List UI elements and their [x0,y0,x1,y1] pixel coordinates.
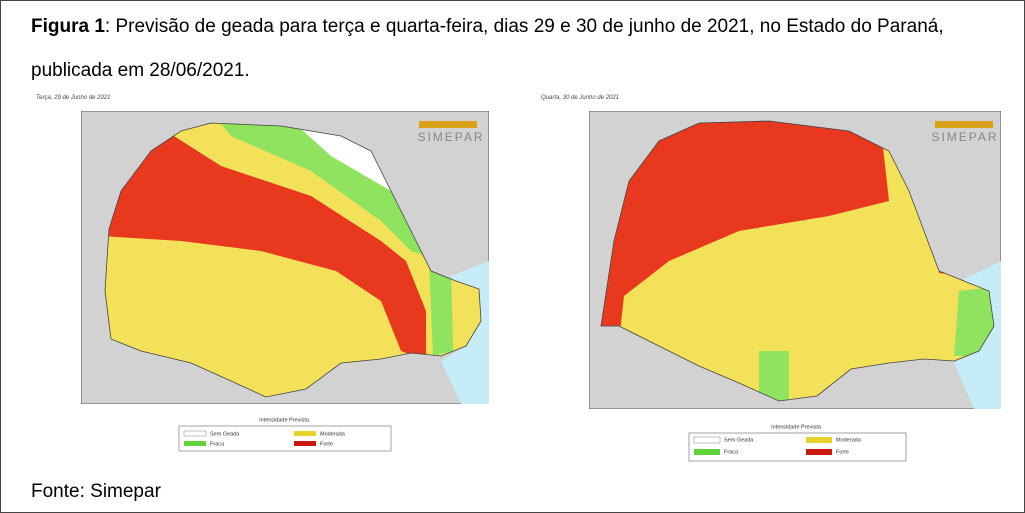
map-shape [183,430,207,437]
caption: Figura 1: Previsão de geada para terça e… [31,5,1011,93]
legend-label: Fraca [210,441,225,447]
map-region [759,351,789,401]
map-shape [294,441,316,446]
map-title: Quarta, 30 de Junho de 2021 [541,95,620,101]
map-shape [935,121,993,128]
legend-label: Moderada [836,437,862,443]
caption-label: Figura 1 [31,16,105,37]
legend-label: Forte [836,449,849,455]
map-shape [294,431,316,436]
caption-text: : Previsão de geada para terça e quarta-… [31,16,944,81]
legend: Intensidade Prevista Sem Geada Fraca Mod… [688,424,907,462]
map-shape [184,441,206,446]
legend-label: Moderada [320,431,346,437]
map: SIMEPAR [589,111,1001,409]
map-shape [178,425,392,452]
map-shape [694,449,720,455]
map-region [104,122,482,398]
map-shape [688,432,907,462]
legend-label: Forte [320,441,333,447]
map-shape [806,449,832,455]
legend-label: Sem Geada [724,437,754,443]
source: Fonte: Simepar [31,481,161,502]
map-shape [419,121,477,128]
map-region [105,131,426,361]
legend-label: Sem Geada [210,431,240,437]
legend-title: Intensidade Prevista [771,424,822,430]
map-region [211,123,441,261]
map-region [429,261,453,356]
legend: Intensidade Prevista Sem Geada Fraca Mod… [178,417,392,452]
map-region [600,120,995,402]
map-title: Terça, 29 de Junho de 2021 [36,95,111,101]
logo: SIMEPAR [417,130,484,144]
legend-label: Fraca [724,449,739,455]
map-region [601,121,889,341]
logo: SIMEPAR [931,130,998,144]
map-shape [693,436,721,444]
map-shape [806,437,832,443]
map: SIMEPAR [81,111,489,404]
legend-title: Intensidade Prevista [259,417,310,423]
